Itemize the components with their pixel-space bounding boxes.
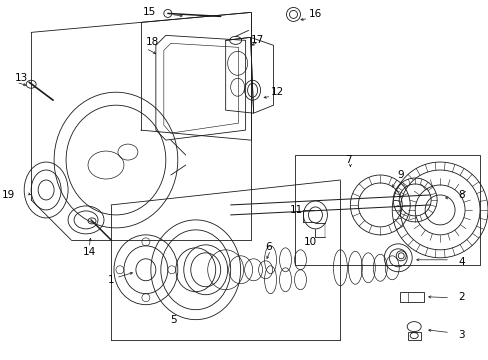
Text: 4: 4 xyxy=(457,257,464,267)
Text: 16: 16 xyxy=(308,9,321,19)
Text: 11: 11 xyxy=(290,205,303,215)
Text: 5: 5 xyxy=(170,315,177,325)
Text: 12: 12 xyxy=(270,87,283,97)
Text: 18: 18 xyxy=(145,37,159,48)
Text: 2: 2 xyxy=(457,292,464,302)
Bar xyxy=(399,292,423,302)
Text: 9: 9 xyxy=(396,170,403,180)
Text: 17: 17 xyxy=(250,35,264,45)
Text: 3: 3 xyxy=(457,330,464,339)
Text: 10: 10 xyxy=(303,237,316,247)
Text: 6: 6 xyxy=(264,242,271,252)
Text: 13: 13 xyxy=(15,73,28,83)
Text: 8: 8 xyxy=(457,190,464,200)
Text: 14: 14 xyxy=(82,247,96,257)
Text: 15: 15 xyxy=(142,8,156,17)
Text: 1: 1 xyxy=(107,275,114,285)
Bar xyxy=(295,155,479,265)
Bar xyxy=(407,332,420,339)
Text: 7: 7 xyxy=(345,155,351,165)
Text: 19: 19 xyxy=(2,190,15,200)
